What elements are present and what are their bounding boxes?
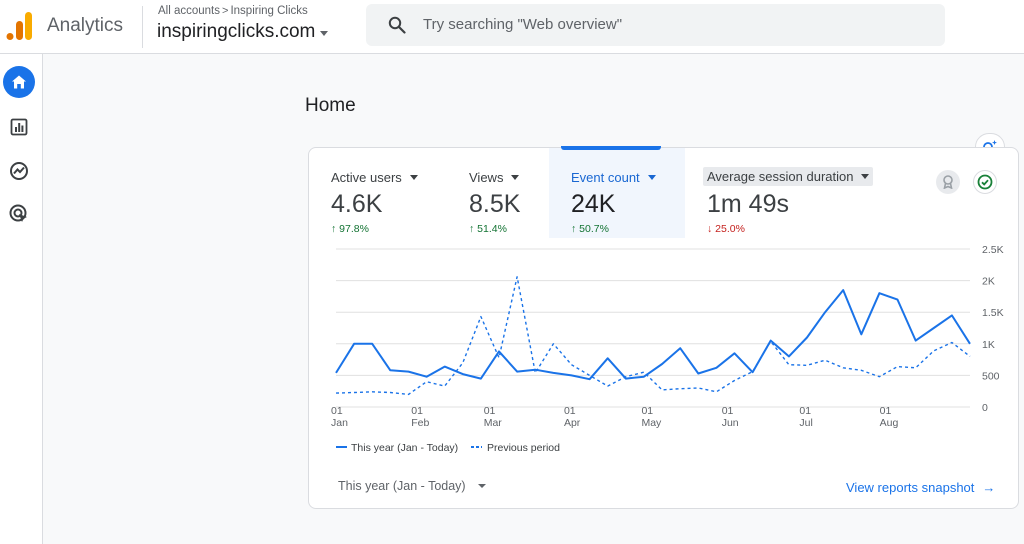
x-tick-month: Apr (564, 417, 581, 429)
top-bar: Analytics All accounts > Inspiring Click… (0, 0, 1024, 54)
property-selector[interactable]: inspiringclicks.com (157, 21, 329, 43)
property-name[interactable]: inspiringclicks.com (157, 21, 316, 42)
date-range-label[interactable]: This year (Jan - Today) (338, 479, 466, 493)
x-tick-day: 01 (799, 405, 811, 417)
nav-reports-button[interactable] (3, 111, 35, 143)
award-icon (943, 175, 953, 189)
arrow-up-icon: ↑ (469, 223, 475, 235)
metric-value: 1m 49s (707, 190, 789, 218)
y-tick-label: 1K (982, 339, 995, 351)
view-reports-snapshot-link[interactable]: View reports snapshot → (846, 480, 995, 495)
chevron-down-icon[interactable] (409, 175, 418, 180)
x-tick-month: Feb (411, 417, 429, 429)
x-tick-month: Jan (331, 417, 348, 429)
breadcrumb-separator: > (222, 5, 229, 17)
metric-event-count[interactable]: Event count 24K ↑ 50.7% (549, 146, 685, 238)
chevron-down-icon[interactable] (861, 174, 870, 179)
breadcrumb-all-accounts[interactable]: All accounts (158, 5, 221, 17)
y-tick-label: 500 (982, 370, 1000, 382)
arrow-right-icon[interactable]: → (982, 480, 996, 495)
search-icon (388, 16, 406, 34)
metric-value: 24K (571, 190, 616, 218)
check-circle-icon (977, 174, 993, 190)
search-input[interactable]: Try searching "Web overview" (423, 16, 623, 33)
status-check-button[interactable] (973, 170, 997, 194)
metric-label[interactable]: Event count (571, 170, 656, 185)
legend-label-this-year: This year (Jan - Today) (351, 442, 458, 454)
chevron-down-icon[interactable] (647, 175, 656, 180)
x-tick-month: Mar (484, 417, 503, 429)
metric-views[interactable]: Views 8.5K ↑ 51.4% (453, 148, 549, 238)
x-tick-day: 01 (484, 405, 496, 417)
x-tick-day: 01 (411, 405, 423, 417)
legend-label-previous-period: Previous period (487, 442, 560, 454)
analytics-logo (6, 12, 32, 40)
y-tick-label: 1.5K (982, 307, 1004, 319)
home-icon (12, 75, 26, 89)
metric-active-users[interactable]: Active users 4.6K ↑ 97.8% (309, 148, 453, 238)
app-name: Analytics (47, 15, 124, 36)
arrow-up-icon: ↑ (331, 223, 337, 235)
y-tick-label: 0 (982, 402, 988, 414)
view-reports-snapshot-label[interactable]: View reports snapshot (846, 480, 975, 495)
nav-home-button[interactable] (3, 66, 35, 98)
metric-avg-session-duration[interactable]: Average session duration 1m 49s ↓ 25.0% (685, 148, 885, 238)
metric-label[interactable]: Average session duration (703, 167, 874, 186)
y-tick-label: 2K (982, 276, 995, 288)
metric-value: 8.5K (469, 190, 521, 218)
x-tick-month: May (641, 417, 662, 429)
arrow-down-icon: ↓ (707, 223, 713, 235)
chevron-down-icon[interactable] (477, 484, 486, 488)
breadcrumb[interactable]: All accounts > Inspiring Clicks (158, 5, 308, 17)
page-title: Home (305, 95, 356, 116)
metric-change: ↑ 51.4% (469, 223, 507, 235)
x-tick-day: 01 (722, 405, 734, 417)
metric-change: ↑ 97.8% (331, 223, 369, 235)
chevron-down-icon[interactable] (511, 175, 520, 180)
metric-change: ↑ 50.7% (571, 223, 609, 235)
explore-icon (10, 162, 28, 180)
event-count-chart: 05001K1.5K2K2.5K01Jan01Feb01Mar01Apr01Ma… (331, 244, 1004, 454)
selected-indicator (561, 146, 661, 150)
x-tick-day: 01 (880, 405, 892, 417)
y-tick-label: 2.5K (982, 244, 1004, 256)
metric-label[interactable]: Views (469, 170, 520, 185)
chevron-down-icon[interactable] (320, 31, 329, 36)
nav-explore-button[interactable] (3, 155, 35, 187)
metric-change: ↓ 25.0% (707, 223, 745, 235)
arrow-up-icon: ↑ (571, 223, 577, 235)
series-line-previous-period (335, 276, 971, 396)
metric-label[interactable]: Active users (331, 170, 418, 185)
x-tick-month: Jun (722, 417, 739, 429)
breadcrumb-account[interactable]: Inspiring Clicks (230, 5, 308, 17)
x-tick-day: 01 (641, 405, 653, 417)
advertising-icon (9, 204, 27, 222)
header-divider (142, 6, 143, 48)
reports-icon (10, 118, 28, 136)
left-nav-rail (0, 54, 43, 544)
date-range-selector[interactable]: This year (Jan - Today) (338, 479, 486, 493)
metric-value: 4.6K (331, 190, 383, 218)
x-tick-month: Jul (799, 417, 812, 429)
search-bar[interactable]: Try searching "Web overview" (366, 4, 945, 46)
award-badge[interactable] (936, 170, 960, 194)
overview-card: Active users 4.6K ↑ 97.8% Views 8.5K ↑ 5… (308, 146, 1019, 509)
x-tick-day: 01 (564, 405, 576, 417)
nav-advertising-button[interactable] (3, 198, 35, 230)
x-tick-day: 01 (331, 405, 343, 417)
x-tick-month: Aug (880, 417, 899, 429)
series-line-this-year (335, 289, 971, 381)
